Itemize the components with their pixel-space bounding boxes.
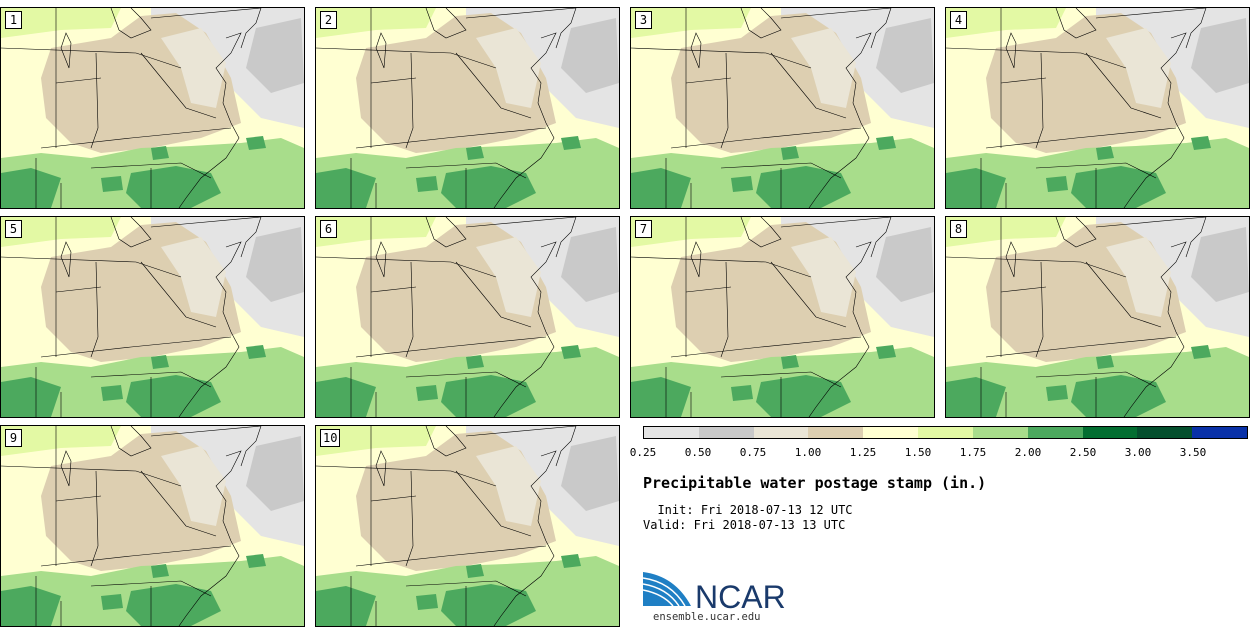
member-number: 5: [5, 220, 22, 238]
member-number: 6: [320, 220, 337, 238]
colorbar-segment: [863, 427, 919, 438]
ensemble-member-map[interactable]: 5: [0, 216, 305, 418]
ensemble-member-map[interactable]: 4: [945, 7, 1250, 209]
pw-map: [631, 8, 934, 208]
member-number: 3: [635, 11, 652, 29]
colorbar-segment: [1192, 427, 1247, 438]
colorbar-tick-label: 3.00: [1124, 446, 1152, 459]
colorbar-tick-label: 0.75: [739, 446, 767, 459]
colorbar-tick-label: 0.50: [684, 446, 712, 459]
pw-map: [316, 8, 619, 208]
member-number: 9: [5, 429, 22, 447]
ensemble-member-map[interactable]: 7: [630, 216, 935, 418]
colorbar-tick-label: 3.50: [1179, 446, 1207, 459]
pw-map: [316, 426, 619, 626]
ensemble-member-map[interactable]: 8: [945, 216, 1250, 418]
ncar-logo: NCAR: [643, 572, 786, 615]
valid-time: Valid: Fri 2018-07-13 13 UTC: [643, 518, 846, 532]
ensemble-member-map[interactable]: 10: [315, 425, 620, 627]
colorbar: [643, 426, 1248, 439]
pw-map: [316, 217, 619, 417]
colorbar-segment: [808, 427, 864, 438]
colorbar-segment: [1027, 427, 1083, 438]
colorbar-segment: [753, 427, 809, 438]
pw-map: [946, 217, 1249, 417]
member-number: 2: [320, 11, 337, 29]
colorbar-tick-label: 1.75: [959, 446, 987, 459]
pw-map: [631, 217, 934, 417]
ensemble-member-map[interactable]: 6: [315, 216, 620, 418]
member-number: 1: [5, 11, 22, 29]
colorbar-segment: [1082, 427, 1138, 438]
colorbar-tick-label: 0.25: [629, 446, 657, 459]
ensemble-member-map[interactable]: 1: [0, 7, 305, 209]
init-time: Init: Fri 2018-07-13 12 UTC: [657, 503, 853, 517]
member-number: 8: [950, 220, 967, 238]
ensemble-member-map[interactable]: 2: [315, 7, 620, 209]
colorbar-segment: [918, 427, 973, 438]
colorbar-tick-label: 1.00: [794, 446, 822, 459]
chart-title: Precipitable water postage stamp (in.): [643, 474, 987, 492]
pw-map: [1, 426, 304, 626]
colorbar-segment: [644, 427, 699, 438]
colorbar-tick-label: 2.00: [1014, 446, 1042, 459]
member-number: 7: [635, 220, 652, 238]
pw-map: [946, 8, 1249, 208]
colorbar-tick-label: 1.25: [849, 446, 877, 459]
colorbar-tick-label: 2.50: [1069, 446, 1097, 459]
member-number: 4: [950, 11, 967, 29]
ensemble-member-map[interactable]: 9: [0, 425, 305, 627]
ensemble-member-map[interactable]: 3: [630, 7, 935, 209]
colorbar-tick-label: 1.50: [904, 446, 932, 459]
member-number: 10: [320, 429, 341, 447]
pw-map: [1, 217, 304, 417]
ncar-wordmark: NCAR: [695, 579, 786, 615]
ncar-url: ensemble.ucar.edu: [653, 611, 761, 623]
colorbar-segment: [698, 427, 754, 438]
colorbar-segment: [1137, 427, 1193, 438]
colorbar-segment: [972, 427, 1028, 438]
pw-map: [1, 8, 304, 208]
